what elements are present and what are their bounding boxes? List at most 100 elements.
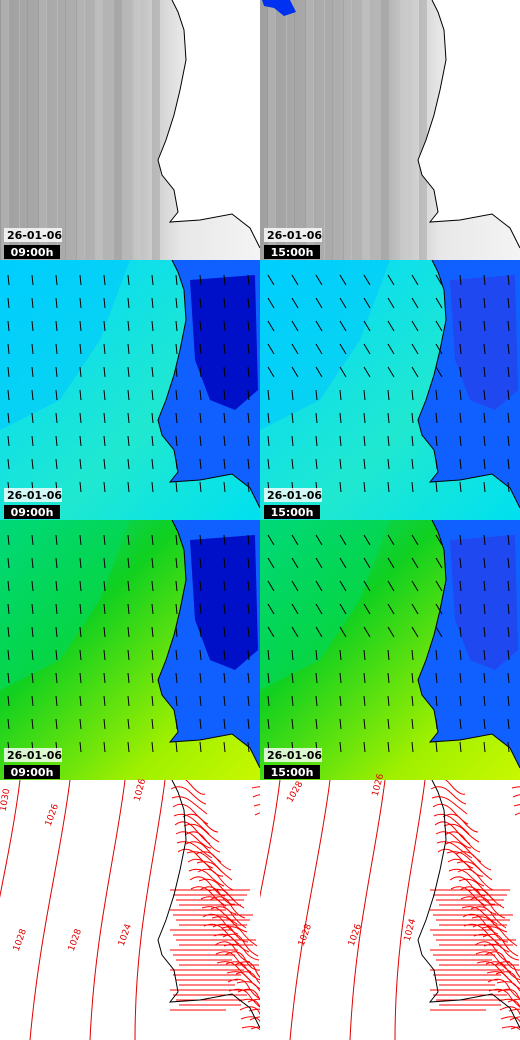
isobar: [29, 780, 71, 1040]
wind-arrow: [79, 481, 82, 493]
wind-arrow: [247, 580, 250, 592]
wind-arrow: [127, 366, 130, 378]
wind-arrow: [79, 626, 82, 638]
wind-arrow: [507, 672, 510, 684]
wind-arrow: [291, 649, 294, 661]
wind-arrow: [151, 557, 154, 569]
wind-arrow: [363, 435, 366, 447]
wind-arrow: [363, 343, 371, 355]
isobar-dense: [475, 951, 512, 973]
wind-arrow: [363, 672, 366, 684]
wind-arrow: [55, 649, 58, 661]
wind-arrow: [315, 695, 318, 707]
cloud-streak: [58, 0, 66, 260]
cloud-streak: [95, 0, 103, 260]
wind-arrow: [291, 320, 299, 332]
wind-arrow: [387, 672, 390, 684]
cloud-streak: [133, 0, 141, 260]
isobar: [349, 780, 386, 1040]
wind-arrow: [7, 389, 10, 401]
wind-arrow: [387, 603, 395, 615]
cloud-streak: [419, 0, 427, 260]
wind-arrow: [55, 718, 58, 730]
wind-arrow: [435, 649, 438, 661]
wind-arrow: [127, 672, 130, 684]
wind-arrow: [199, 557, 202, 569]
wind-arrow: [507, 580, 510, 592]
wind-arrow: [291, 297, 299, 309]
isobar-dense: [432, 803, 469, 825]
wind-arrow: [103, 534, 106, 546]
wind-arrow: [339, 320, 347, 332]
wind-arrow: [7, 458, 10, 470]
wind-arrow: [79, 649, 82, 661]
wind-arrow: [151, 718, 154, 730]
wind-arrow: [483, 343, 486, 355]
wind-arrow: [339, 534, 347, 546]
wind-arrow: [199, 603, 202, 615]
wind-arrow: [411, 580, 419, 592]
wind-arrow: [175, 534, 178, 546]
wind-arrow: [363, 458, 366, 470]
wind-arrow: [291, 534, 299, 546]
isobar-dense: [476, 961, 513, 983]
wind-arrow: [175, 366, 178, 378]
map-panel: [0, 520, 260, 780]
time-bg: [4, 245, 60, 259]
wind-arrow: [127, 741, 130, 753]
wind-arrow: [55, 672, 58, 684]
wind-arrow: [435, 458, 438, 470]
wind-arrow: [411, 274, 419, 286]
wind-arrow: [247, 741, 250, 753]
time-bg: [4, 505, 60, 519]
wind-arrow: [267, 580, 275, 592]
wind-arrow: [435, 366, 443, 378]
wind-arrow: [247, 603, 250, 615]
wind-arrow: [55, 695, 58, 707]
wind-arrow: [223, 435, 226, 447]
cloud-streak: [305, 0, 313, 260]
isobar-dense: [498, 998, 520, 1008]
wind-arrow: [411, 366, 419, 378]
wind-arrow: [151, 412, 154, 424]
wind-arrow: [175, 297, 178, 309]
wind-arrow: [247, 412, 250, 424]
wind-arrow: [411, 534, 419, 546]
wind-arrow: [31, 534, 34, 546]
wind-arrow: [315, 343, 323, 355]
isobar-dense: [214, 941, 251, 963]
isobar-dense: [215, 951, 252, 973]
wind-arrow: [7, 274, 10, 286]
isobar: [394, 780, 426, 1040]
wind-arrow: [459, 343, 462, 355]
wind-arrow: [31, 274, 34, 286]
wind-arrow: [103, 481, 106, 493]
wind-arrow: [79, 389, 82, 401]
wind-arrow: [199, 580, 202, 592]
wind-arrow: [31, 320, 34, 332]
isobar-dense: [457, 868, 494, 891]
wind-arrow: [315, 435, 318, 447]
wind-arrow: [435, 274, 443, 286]
wind-arrow: [175, 718, 178, 730]
wind-arrow: [387, 557, 395, 569]
wind-arrow: [339, 626, 347, 638]
isobar-dense: [239, 1006, 260, 1016]
wind-arrow: [7, 718, 10, 730]
wind-arrow: [291, 343, 299, 355]
wind-arrow: [199, 389, 202, 401]
cloud-streak: [39, 0, 47, 260]
wind-arrow: [199, 412, 202, 424]
date-label: 26-01-06: [7, 229, 62, 242]
wind-arrow: [103, 458, 106, 470]
wind-arrow: [7, 534, 10, 546]
wind-arrow: [31, 695, 34, 707]
wind-arrow: [435, 557, 443, 569]
wind-arrow: [363, 557, 371, 569]
isobar-dense: [431, 796, 468, 815]
wind-arrow: [387, 718, 390, 730]
wind-arrow: [247, 557, 250, 569]
wind-arrow: [507, 741, 510, 753]
wind-arrow: [31, 649, 34, 661]
wind-arrow: [267, 695, 270, 707]
